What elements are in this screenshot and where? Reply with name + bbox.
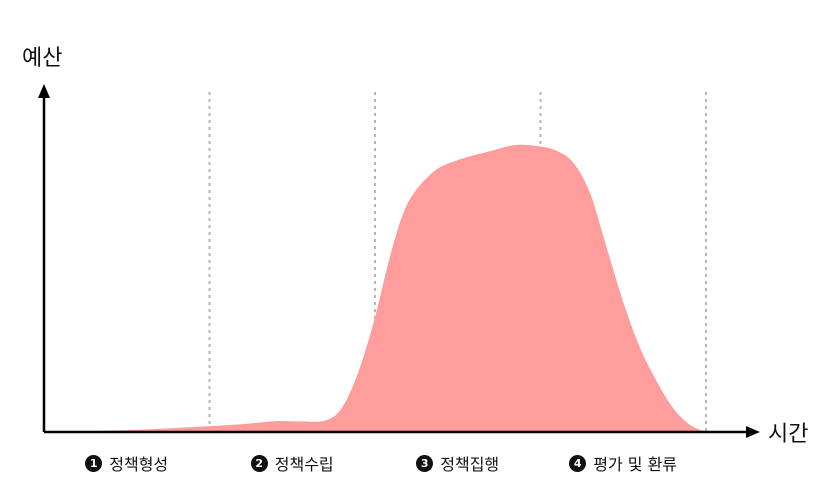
y-axis-arrow [38, 84, 50, 98]
stage-name: 정책집행 [440, 455, 500, 474]
stage-label-1: 1 정책형성 [85, 451, 168, 475]
stage-label-4: 4 평가 및 환류 [569, 451, 677, 475]
stage-number-badge: 1 [85, 454, 103, 472]
budget-area [44, 144, 706, 433]
y-axis-label: 예산 [22, 46, 63, 71]
x-axis-label: 시간 [768, 422, 809, 447]
stage-name: 정책형성 [109, 455, 169, 474]
x-axis-arrow [746, 426, 760, 438]
stage-label-2: 2 정책수립 [250, 451, 334, 475]
stage-number-badge: 3 [416, 454, 434, 472]
stage-number-badge: 2 [250, 454, 268, 472]
stage-label-3: 3 정책집행 [416, 451, 499, 475]
stage-number-badge: 4 [569, 454, 587, 472]
stage-name: 평가 및 환류 [593, 455, 678, 474]
stage-name: 정책수립 [274, 455, 334, 474]
